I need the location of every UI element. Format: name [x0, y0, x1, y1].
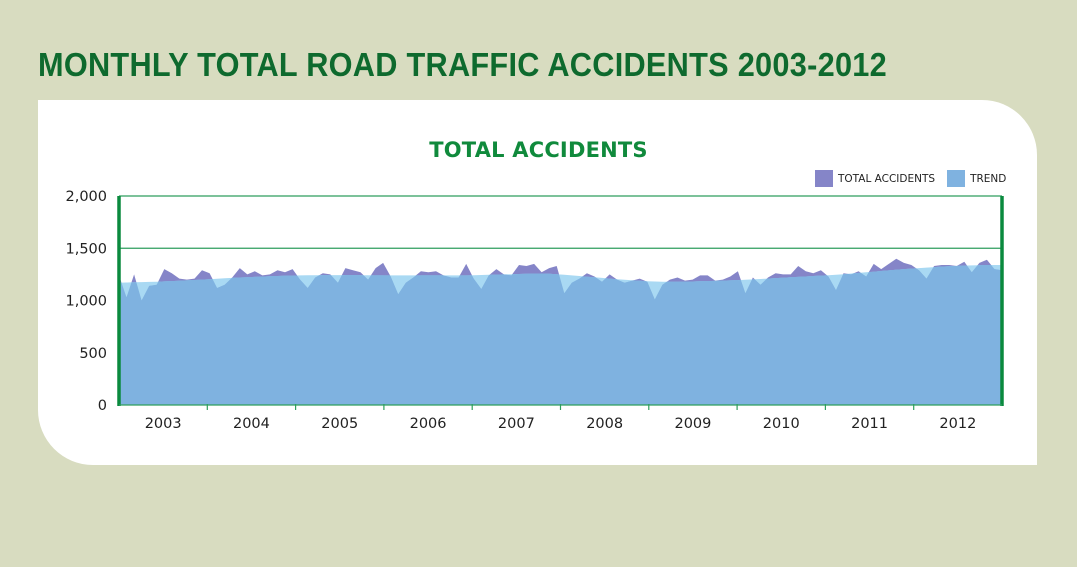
x-tick-label: 2004: [233, 416, 270, 432]
x-axis-labels: 2003 2004 2005 2006 2007 2008 2009 2010 2011 2012: [145, 416, 977, 432]
x-tick-label: 2008: [586, 416, 623, 432]
y-axis-labels: 0 500 1,000 1,500 2,000: [65, 189, 107, 414]
x-tick-label: 2005: [321, 416, 358, 432]
y-tick-label: 1,000: [65, 294, 107, 310]
y-tick-label: 0: [98, 398, 107, 414]
legend-swatch-total-accidents: [815, 170, 833, 187]
x-tick-label: 2006: [410, 416, 447, 432]
x-tick-label: 2012: [939, 416, 976, 432]
x-tick-label: 2007: [498, 416, 535, 432]
legend-label-total-accidents: TOTAL ACCIDENTS: [838, 172, 936, 185]
legend-label-trend: TREND: [970, 172, 1007, 185]
legend-item-total-accidents: TOTAL ACCIDENTS: [815, 170, 935, 187]
x-tick-label: 2010: [763, 416, 800, 432]
page-title: MONTHLY TOTAL ROAD TRAFFIC ACCIDENTS 200…: [38, 46, 887, 83]
y-tick-label: 1,500: [65, 241, 107, 257]
x-tick-label: 2011: [851, 416, 888, 432]
y-tick-label: 500: [79, 346, 107, 362]
legend-item-trend: TREND: [947, 170, 1006, 187]
axes: [117, 196, 1004, 410]
chart-title: TOTAL ACCIDENTS: [429, 138, 648, 162]
chart-legend: TOTAL ACCIDENTS TREND: [815, 170, 1018, 187]
y-tick-label: 2,000: [65, 189, 107, 205]
x-tick-label: 2003: [145, 416, 182, 432]
legend-swatch-trend: [947, 170, 966, 187]
series-total-below-trend: [119, 265, 1002, 405]
x-tick-label: 2009: [674, 416, 711, 432]
